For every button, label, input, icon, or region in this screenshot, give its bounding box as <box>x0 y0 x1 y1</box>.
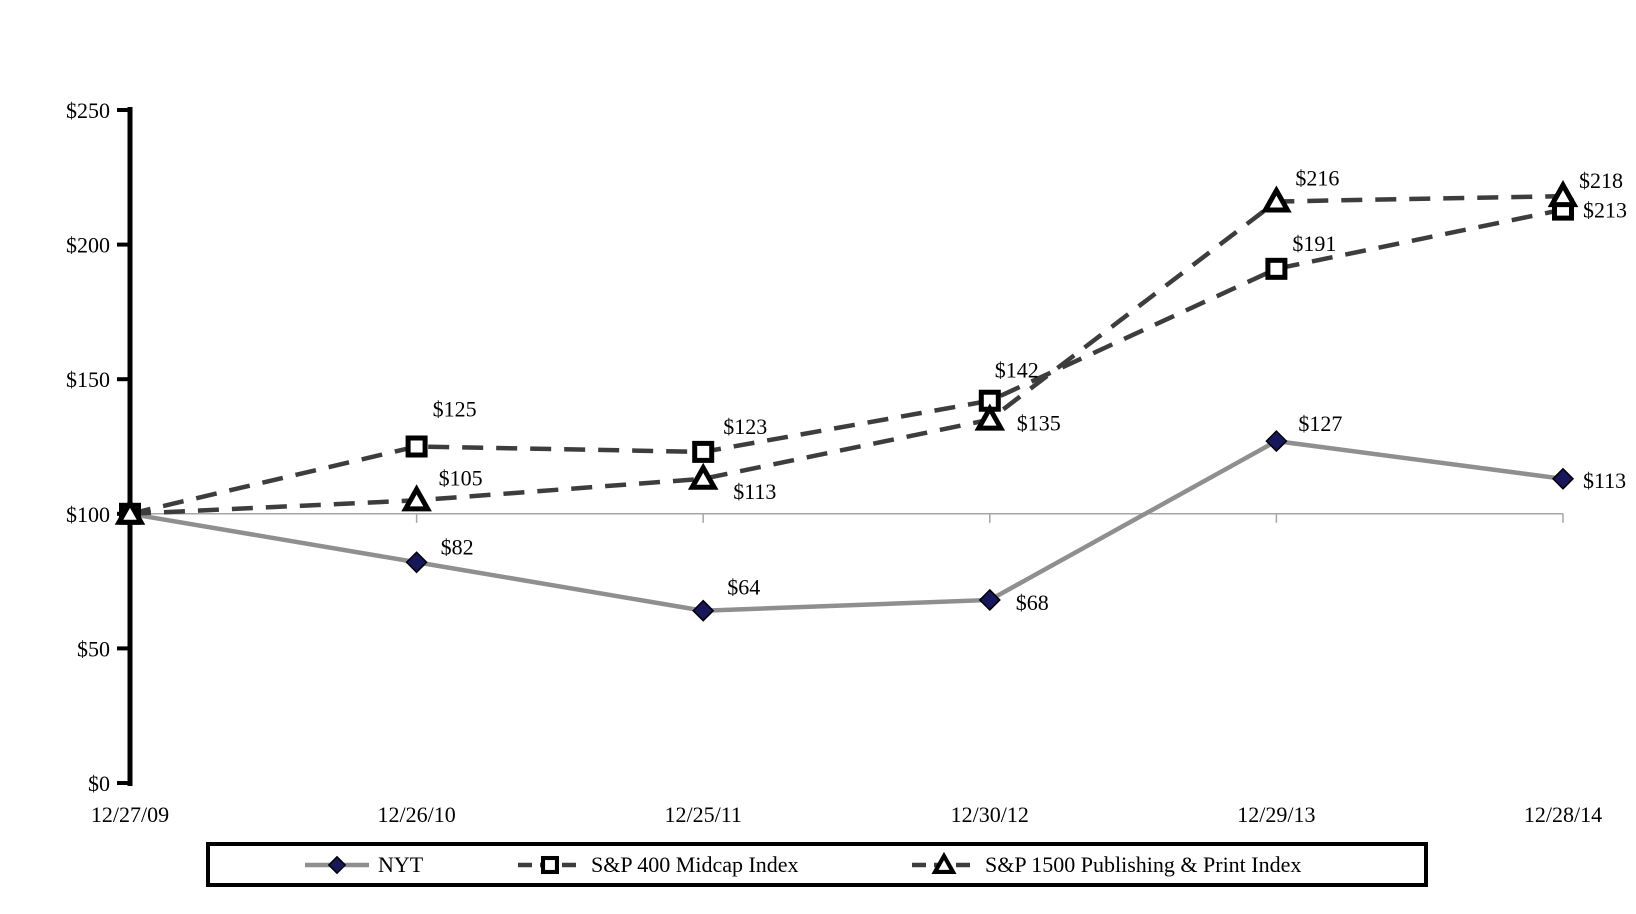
legend-item-triangle: S&P 1500 Publishing & Print Index <box>912 846 1301 883</box>
x-tick-label: 12/26/10 <box>377 802 455 827</box>
triangle-marker <box>931 851 957 874</box>
diamond-marker <box>692 599 715 622</box>
triangle-marker <box>687 462 719 490</box>
data-label: $127 <box>1298 411 1342 436</box>
diamond-marker <box>327 855 347 874</box>
y-tick-label: $150 <box>66 367 110 392</box>
legend-label: S&P 400 Midcap Index <box>591 851 799 877</box>
data-label: $123 <box>723 414 767 439</box>
x-tick-label: 12/25/11 <box>664 802 741 827</box>
diamond-marker <box>1551 467 1575 490</box>
square-marker <box>540 855 560 874</box>
series-line-triangle <box>129 193 1564 517</box>
legend-label: S&P 1500 Publishing & Print Index <box>985 851 1302 877</box>
x-tick-label: 12/30/12 <box>951 802 1029 827</box>
chart-legend: NYT S&P 400 Midcap Index S&P 1500 Publishi… <box>206 842 1428 887</box>
data-label: $64 <box>727 575 760 600</box>
triangle-marker <box>1547 180 1579 208</box>
legend-marker-diamond <box>305 855 369 874</box>
data-label: $105 <box>439 465 483 490</box>
y-tick-label: $50 <box>77 636 110 661</box>
square-marker <box>692 440 715 463</box>
diamond-marker <box>1265 430 1288 453</box>
data-label: $218 <box>1579 168 1623 193</box>
square-marker <box>405 435 428 458</box>
legend-label: NYT <box>378 851 424 877</box>
data-label: $142 <box>995 358 1039 383</box>
triangle-marker <box>401 484 432 512</box>
data-label: $113 <box>1583 468 1626 493</box>
data-label: $135 <box>1017 411 1061 436</box>
y-tick-label: $100 <box>66 502 110 527</box>
y-tick-label: $200 <box>66 233 110 258</box>
legend-item-nyt: NYT <box>305 846 423 883</box>
square-marker <box>1265 257 1288 280</box>
legend-marker-triangle <box>912 851 976 874</box>
triangle-marker <box>974 403 1006 431</box>
data-label: $82 <box>441 534 474 559</box>
x-tick-label: 12/27/09 <box>91 802 169 827</box>
data-label: $113 <box>733 479 776 504</box>
data-label: $68 <box>1016 590 1049 615</box>
y-tick-label: $250 <box>66 98 110 123</box>
data-label: $125 <box>433 397 477 422</box>
legend-marker-square <box>518 855 582 874</box>
x-tick-label: 12/28/14 <box>1524 802 1602 827</box>
y-tick-label: $0 <box>88 771 110 796</box>
diamond-marker <box>978 588 1001 612</box>
data-label: $213 <box>1583 198 1627 223</box>
series-line-square <box>129 207 1564 516</box>
data-label: $216 <box>1295 166 1339 191</box>
legend-item-square: S&P 400 Midcap Index <box>518 846 799 883</box>
series-line-diamond <box>129 438 1564 613</box>
diamond-marker <box>405 551 428 574</box>
x-tick-label: 12/29/13 <box>1237 802 1315 827</box>
triangle-marker <box>114 497 146 525</box>
triangle-marker <box>1261 185 1292 213</box>
data-label: $191 <box>1292 231 1336 256</box>
